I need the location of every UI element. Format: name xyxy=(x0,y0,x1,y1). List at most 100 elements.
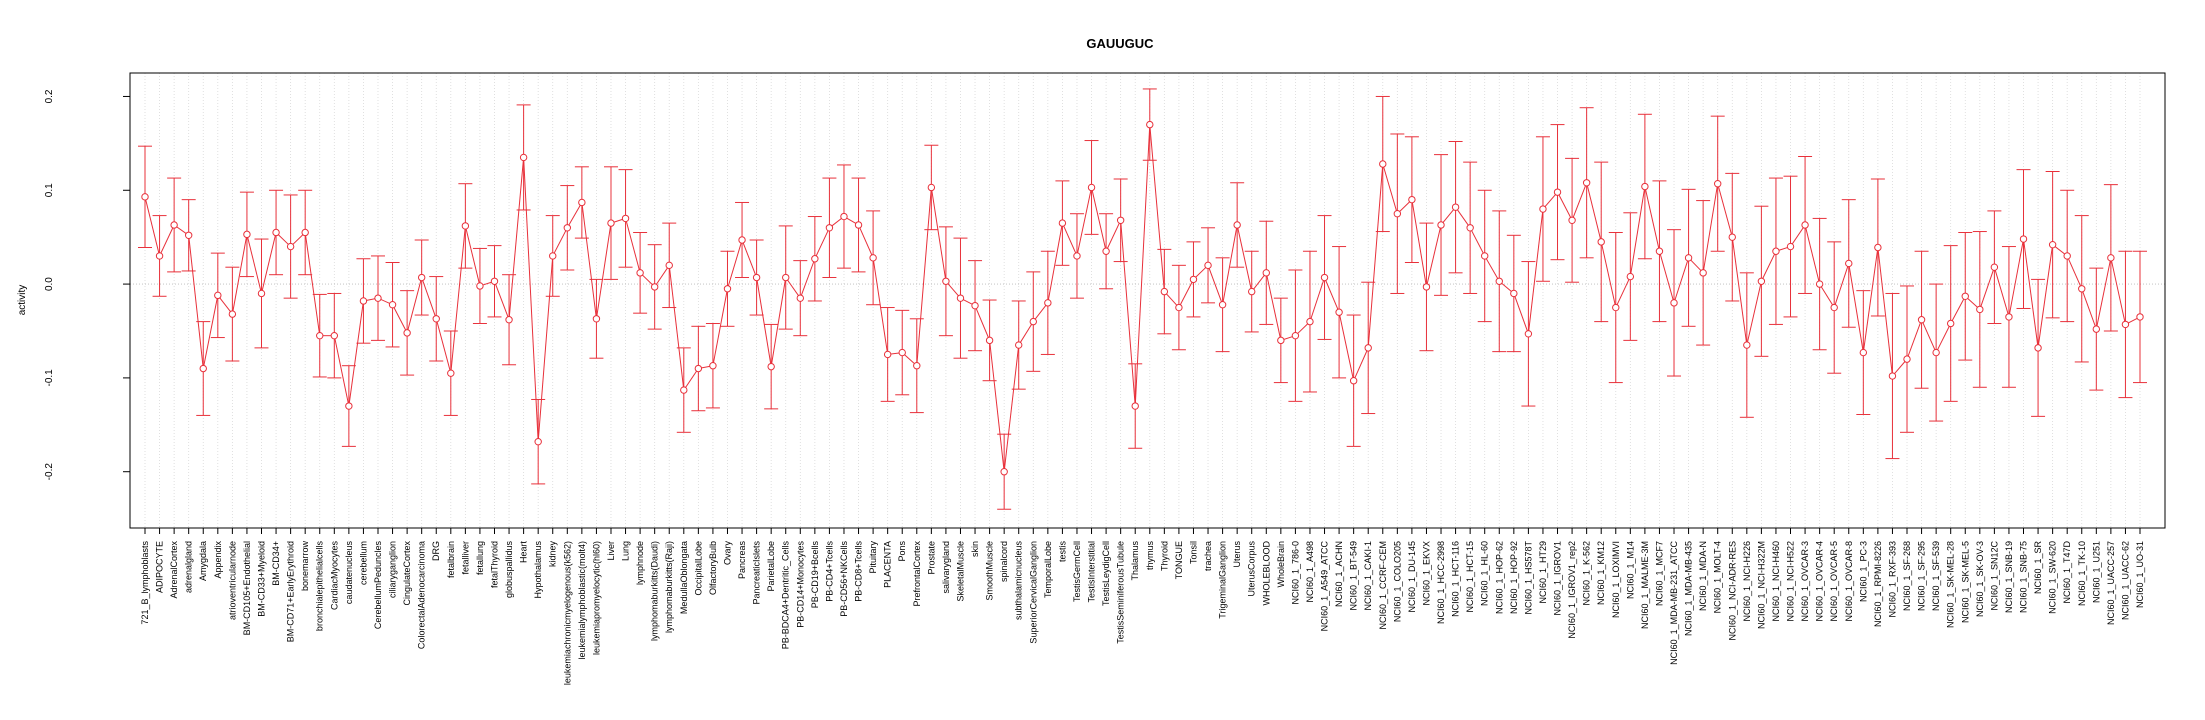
data-point xyxy=(490,277,499,285)
series-line-segment xyxy=(1134,124,1151,407)
data-point xyxy=(2048,240,2057,249)
data-point xyxy=(1597,238,1605,246)
y-tick-label: -0.1 xyxy=(44,369,55,387)
series-line-segment xyxy=(1061,222,1078,257)
y-axis: -0.2 -0.1 0.0 0.1 0.2 xyxy=(44,89,131,480)
x-tick-label: NCI60_1_TK-10 xyxy=(2077,541,2087,606)
data-point xyxy=(680,386,688,394)
data-point xyxy=(1626,272,1635,281)
x-tick-label: NCI60_1_RXF-393 xyxy=(1887,541,1897,618)
x-tick-label: NCI60_1_MOLT-4 xyxy=(1713,541,1723,613)
data-point xyxy=(2005,313,2013,321)
data-point xyxy=(927,183,936,192)
data-point xyxy=(1714,180,1722,188)
data-point xyxy=(461,222,470,230)
x-tick-label: subthalamicnucleus xyxy=(1014,541,1024,621)
x-tick-label: NCI60_1_SN12C xyxy=(1989,541,1999,611)
series-line-segment xyxy=(1615,276,1631,308)
data-point xyxy=(1510,289,1518,298)
x-tick-label: OccipitalLobe xyxy=(693,541,703,596)
series-line-segment xyxy=(1178,279,1194,308)
series-line-segment xyxy=(1338,312,1355,381)
data-point xyxy=(1189,275,1198,284)
x-tick-label: NCI60_1_MALME-3M xyxy=(1640,541,1650,629)
data-point xyxy=(607,219,615,227)
series-line-segment xyxy=(1251,272,1267,292)
series-line-segment xyxy=(1702,183,1719,273)
series-line-segment xyxy=(1600,241,1617,308)
x-tick-label: NCI60_1_NCI-H460 xyxy=(1771,541,1781,622)
x-tick-label: fetalThyroid xyxy=(489,541,499,588)
data-point xyxy=(738,236,746,244)
x-tick-label: fetallung xyxy=(475,541,485,575)
data-point xyxy=(1524,330,1533,338)
series-line-segment xyxy=(1979,267,1995,310)
data-point xyxy=(811,255,819,263)
x-tick-label: salivarygland xyxy=(941,541,951,594)
data-point xyxy=(1786,242,1795,251)
series-line-segment xyxy=(930,187,947,282)
x-tick-label: NCI60_1_MDA-MB-435 xyxy=(1684,541,1694,636)
data-point xyxy=(1481,252,1489,260)
x-tick-label: NCI60_1_OVCAR-5 xyxy=(1829,541,1839,622)
data-point xyxy=(301,228,309,237)
x-tick-label: PB-CD4+Tcells xyxy=(824,541,834,602)
x-tick-label: NCI60_1_SF-539 xyxy=(1931,541,1941,611)
x-tick-label: NCI60_1_SK-MEL-5 xyxy=(1960,541,1970,623)
data-point xyxy=(534,437,542,446)
data-point xyxy=(1815,280,1824,288)
x-tick-label: NCI60_1_COLO205 xyxy=(1392,541,1402,622)
series-line-segment xyxy=(1717,183,1733,238)
x-tick-label: NCI60_1_RPMI-8226 xyxy=(1873,541,1883,627)
data-point xyxy=(1291,331,1300,340)
x-tick-label: NCI60_1_CAKI-1 xyxy=(1363,541,1373,611)
x-tick-label: Thyroid xyxy=(1159,541,1169,571)
data-point xyxy=(1830,303,1838,312)
data-point xyxy=(2092,325,2101,333)
data-point xyxy=(1218,301,1227,309)
data-point xyxy=(2107,254,2115,262)
series-line-segment xyxy=(159,224,175,257)
x-tick-label: OlfactoryBulb xyxy=(708,541,718,595)
data-point xyxy=(563,224,571,232)
data-point xyxy=(1699,269,1707,277)
series-line-segment xyxy=(494,281,510,320)
x-tick-label: NCI60_1_SR xyxy=(2033,541,2043,595)
data-point xyxy=(1932,348,1940,357)
data-point xyxy=(1961,292,1969,300)
series-line-segment xyxy=(625,218,641,273)
x-tick-label: leukemiachronicmyelogenous(k562) xyxy=(562,541,572,685)
series-line-segment xyxy=(1877,247,1893,377)
x-tick-label: leukemialymphoblastic(molt4) xyxy=(577,541,587,660)
series-line-segment xyxy=(785,277,801,299)
data-point xyxy=(1612,303,1620,312)
data-point xyxy=(1655,247,1664,255)
data-point xyxy=(155,252,164,260)
x-tick-label: leukemiapromyelocytic(hl60) xyxy=(591,541,601,655)
data-point xyxy=(432,315,440,323)
series-line-segment xyxy=(581,202,597,319)
data-point xyxy=(709,362,717,370)
series-line-segment xyxy=(872,257,889,355)
x-tick-label: MedullaOblongata xyxy=(679,541,689,614)
x-tick-label: NCI60_1_HCT-116 xyxy=(1451,541,1461,617)
series-line-segment xyxy=(1484,255,1500,282)
x-tick-label: TONGUE xyxy=(1174,541,1184,579)
x-tick-label: Ovary xyxy=(722,541,732,566)
data-point xyxy=(257,289,266,298)
data-point xyxy=(1000,468,1008,476)
data-point xyxy=(694,364,703,373)
data-point xyxy=(883,350,892,359)
data-point xyxy=(840,212,848,221)
data-point xyxy=(1743,341,1751,349)
data-point xyxy=(1903,355,1911,363)
data-point xyxy=(1044,299,1052,307)
x-tick-label: NCI60_1_U251 xyxy=(2091,541,2101,603)
series-line-segment xyxy=(1047,223,1063,303)
series-line-segment xyxy=(1804,224,1821,285)
x-tick-label: Prostate xyxy=(926,541,936,575)
data-point xyxy=(1160,287,1169,296)
x-tick-label: Pituitary xyxy=(868,541,878,574)
data-point xyxy=(1684,254,1693,262)
x-tick-label: PancreaticIslets xyxy=(752,541,762,605)
